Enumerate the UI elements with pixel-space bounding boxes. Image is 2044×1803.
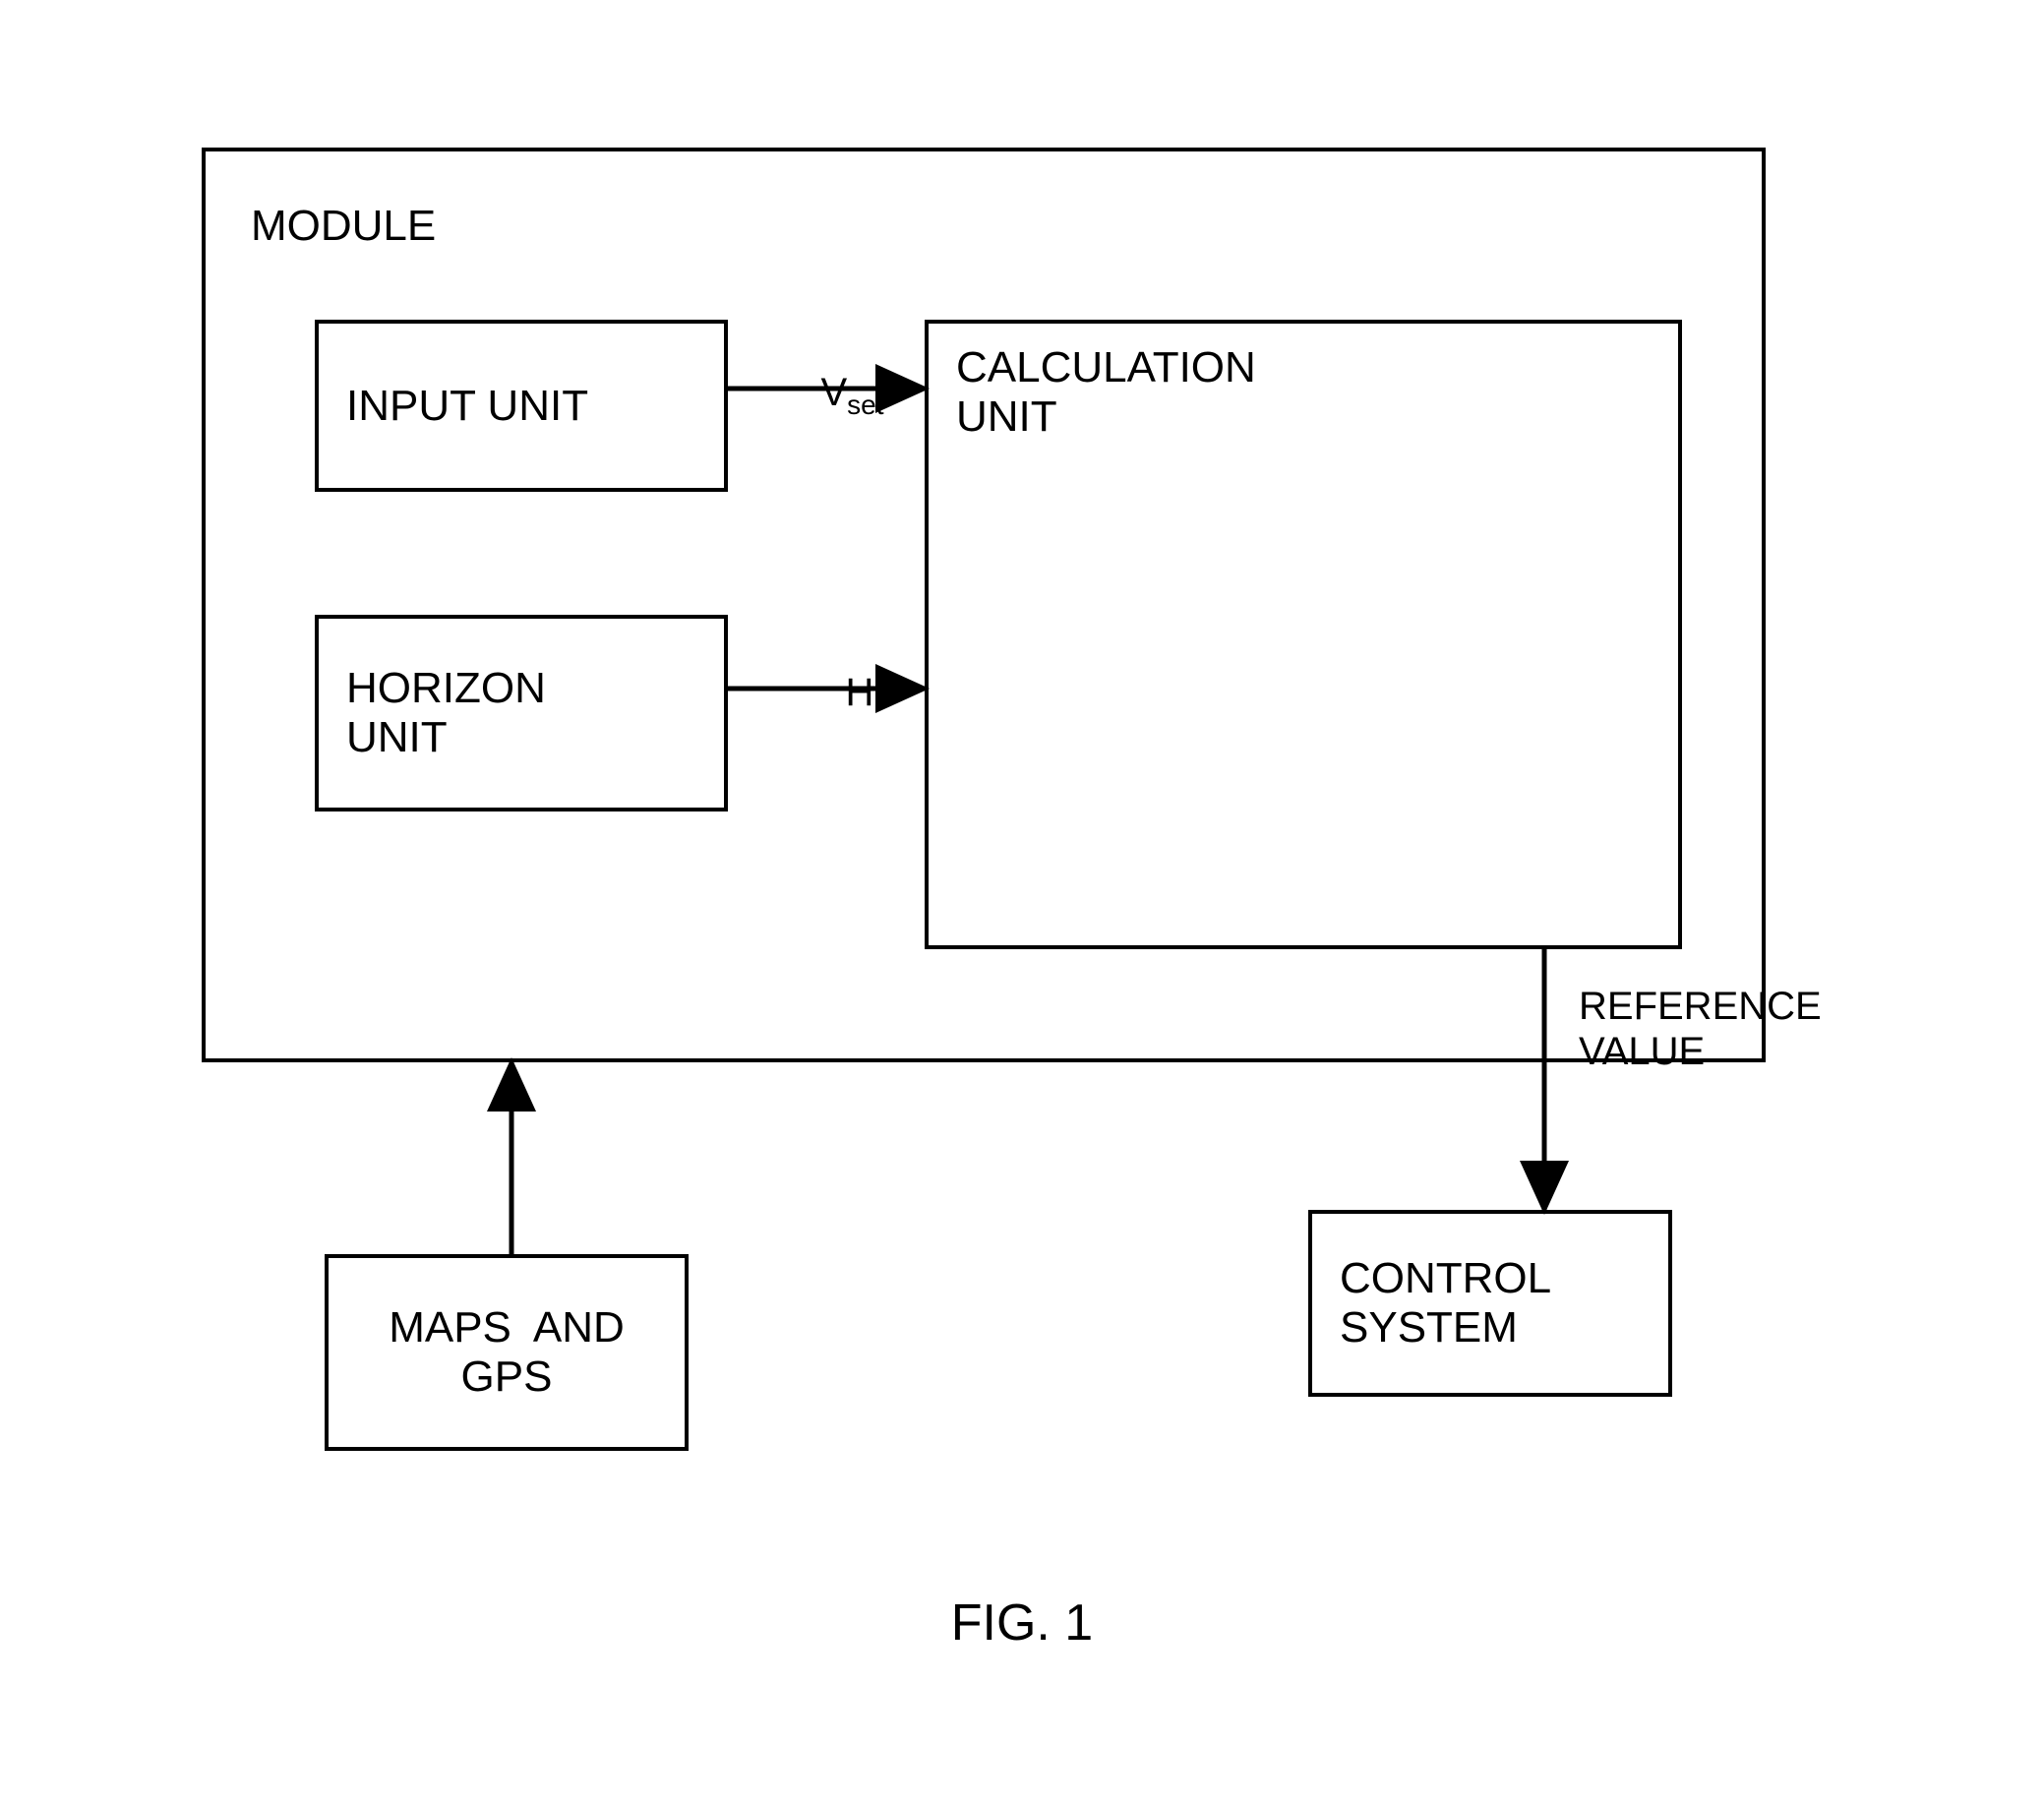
calculation-unit-box: CALCULATION UNIT: [925, 320, 1682, 949]
input-unit-label: INPUT UNIT: [346, 382, 588, 431]
control-system-box: CONTROL SYSTEM: [1308, 1210, 1672, 1397]
input-unit-box: INPUT UNIT: [315, 320, 728, 492]
horizon-unit-box: HORIZON UNIT: [315, 615, 728, 811]
calculation-unit-label: CALCULATION UNIT: [956, 343, 1256, 442]
maps-gps-label: MAPS AND GPS: [389, 1303, 625, 1402]
h-edge-label: H: [802, 625, 873, 760]
vset-edge-label: Vset: [777, 325, 884, 466]
diagram-canvas: MODULE INPUT UNIT HORIZON UNIT CALCULATI…: [0, 0, 2044, 1803]
maps-gps-box: MAPS AND GPS: [325, 1254, 689, 1451]
module-label: MODULE: [251, 202, 436, 251]
figure-caption: FIG. 1: [0, 1593, 2044, 1653]
horizon-unit-label: HORIZON UNIT: [346, 664, 546, 762]
reference-edge-label: REFERENCE VALUE: [1579, 984, 1822, 1074]
control-system-label: CONTROL SYSTEM: [1340, 1254, 1551, 1352]
